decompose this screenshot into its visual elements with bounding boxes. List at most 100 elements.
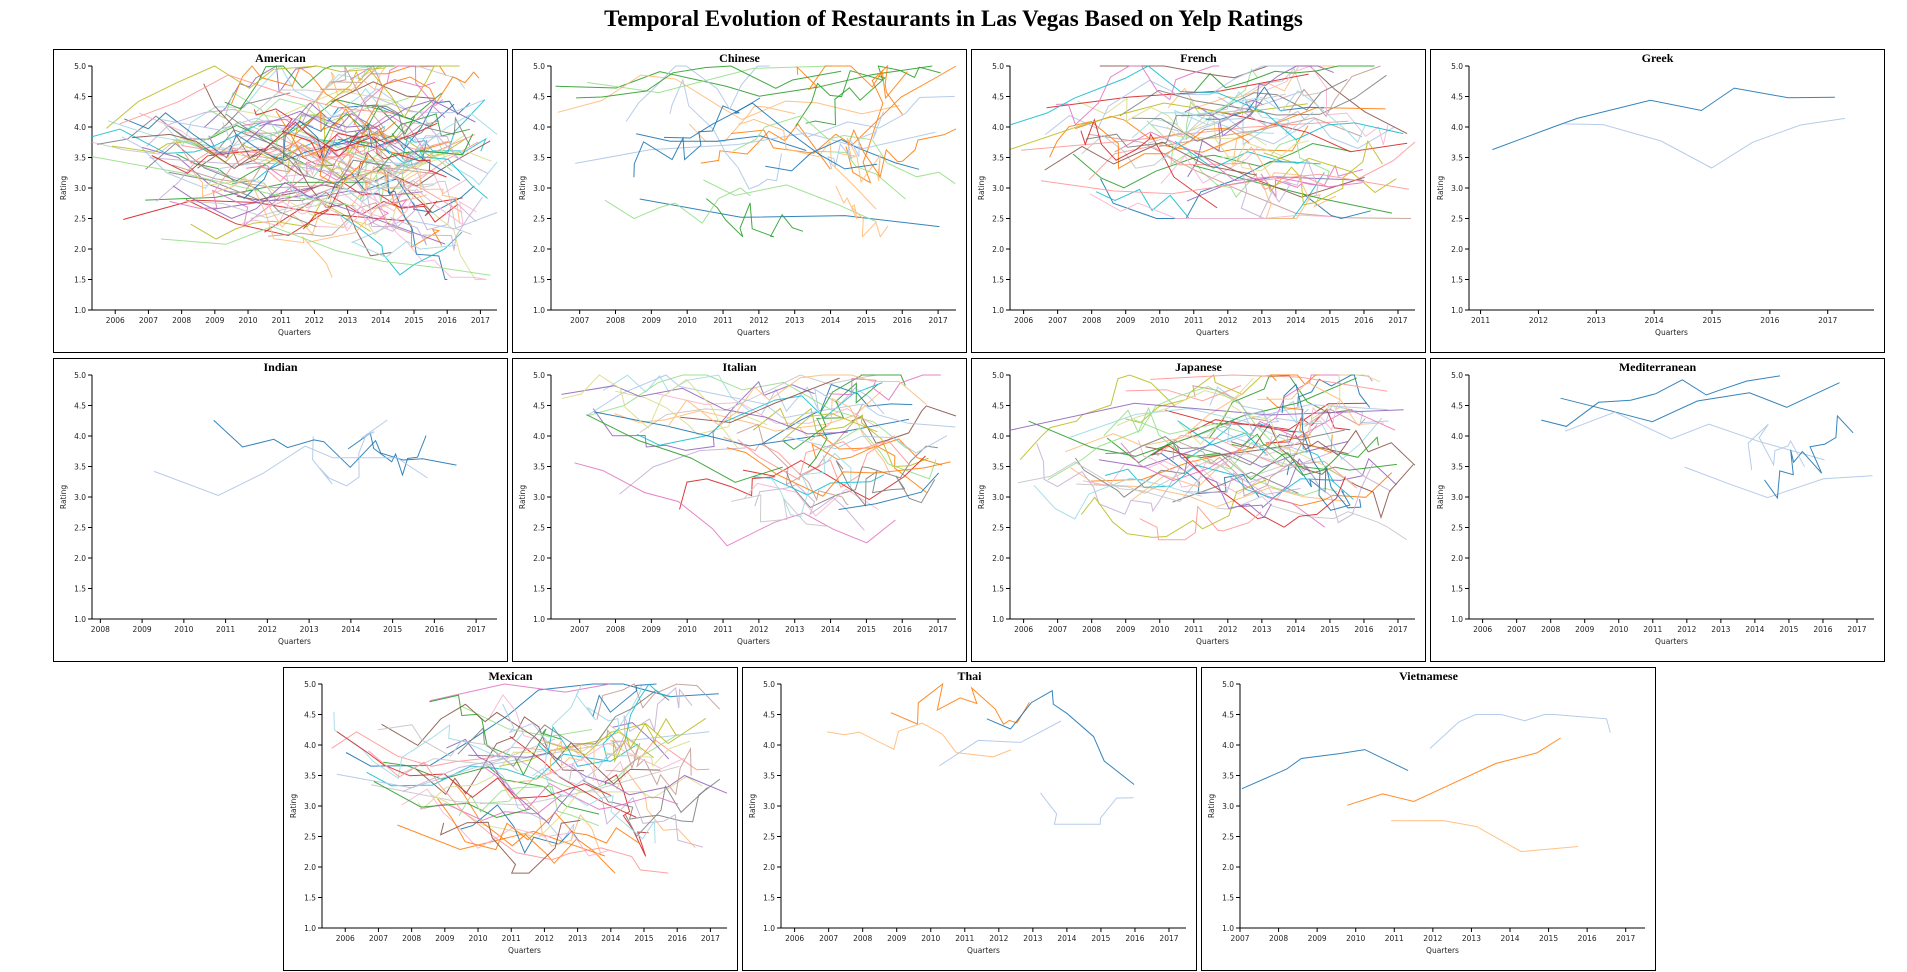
y-tick-label: 1.0 [992, 306, 1004, 315]
series-line [91, 156, 357, 207]
series-line [1137, 440, 1247, 488]
series-line [1104, 464, 1354, 500]
series-line [315, 185, 477, 230]
x-tick-label: 2017 [1388, 316, 1407, 325]
chart-title: Mediterranean [1619, 360, 1697, 374]
x-tick-label: 2009 [1575, 625, 1594, 634]
chart-title: Greek [1642, 51, 1674, 65]
series-line [782, 413, 878, 441]
x-tick-label: 2015 [1091, 934, 1110, 943]
x-tick-label: 2006 [106, 316, 125, 325]
y-axis-label: Rating [977, 485, 986, 509]
series-line [602, 374, 753, 413]
series-group [153, 419, 457, 497]
series-line [1347, 737, 1561, 806]
x-tick-label: 2017 [1159, 934, 1178, 943]
series-line [1017, 453, 1315, 503]
y-axis-label: Rating [977, 176, 986, 200]
y-tick-label: 4.5 [1451, 402, 1463, 411]
series-line [1055, 65, 1220, 126]
series-line [188, 167, 333, 278]
series-line [1304, 408, 1366, 427]
chart-svg: American 1.0 1.5 2.0 2.5 3.0 3.5 4.0 4.5 5.0 2006 2… [59, 51, 498, 337]
chart-title: Thai [957, 669, 982, 683]
series-line [236, 140, 491, 201]
series-line [468, 752, 728, 796]
series-line [1040, 792, 1134, 825]
x-tick-label: 2013 [1252, 625, 1271, 634]
series-line [285, 113, 498, 203]
series-line [765, 139, 920, 172]
series-line [250, 183, 434, 219]
series-line [1564, 117, 1846, 169]
x-axis-label: Quarters [737, 637, 770, 646]
series-line [1266, 396, 1333, 454]
series-line [483, 766, 679, 811]
series-line [561, 374, 739, 450]
series-line [782, 374, 906, 450]
series-line [371, 765, 680, 806]
series-line [1156, 434, 1357, 489]
x-axis-label: Quarters [278, 328, 311, 337]
series-line [610, 739, 710, 771]
series-line [731, 494, 829, 527]
series-line [1564, 411, 1825, 461]
series-line [794, 95, 955, 138]
y-tick-label: 3.5 [1451, 463, 1463, 472]
y-tick-label: 4.5 [74, 402, 86, 411]
y-tick-label: 2.0 [1451, 245, 1463, 254]
chart-panel-thai: Thai 1.0 1.5 2.0 2.5 3.0 3.5 4.0 4.5 5.0 2006 2007 2… [742, 667, 1197, 971]
x-tick-label: 2013 [785, 625, 804, 634]
chart-panel-chinese: Chinese 1.0 1.5 2.0 2.5 3.0 3.5 4.0 4.5 5.0 2007 20… [512, 49, 967, 353]
series-line [315, 65, 387, 120]
chart-panel-mediterranean: Mediterranean 1.0 1.5 2.0 2.5 3.0 3.5 4.0 4.5 5.0… [1430, 358, 1885, 662]
y-tick-label: 1.0 [763, 924, 775, 933]
series-line [213, 419, 457, 469]
x-tick-label: 2016 [1354, 625, 1373, 634]
x-tick-label: 2008 [606, 316, 625, 325]
y-tick-label: 3.0 [533, 493, 545, 502]
y-tick-label: 5.0 [992, 371, 1004, 380]
x-tick-label: 2011 [1184, 625, 1203, 634]
x-tick-label: 2016 [1354, 316, 1373, 325]
series-line [828, 374, 941, 401]
series-line [450, 778, 616, 874]
x-tick-label: 2007 [139, 316, 158, 325]
series-line [208, 102, 428, 164]
y-tick-label: 2.0 [533, 554, 545, 563]
series-line [1242, 67, 1322, 116]
y-tick-label: 4.5 [304, 711, 316, 720]
x-tick-label: 2011 [713, 316, 732, 325]
chart-panel-indian: Indian 1.0 1.5 2.0 2.5 3.0 3.5 4.0 4.5 5.0 2008 200… [53, 358, 508, 662]
series-line [1764, 414, 1854, 500]
x-tick-label: 2011 [272, 316, 291, 325]
series-line [1125, 385, 1242, 402]
series-line [537, 725, 620, 767]
series-line [1192, 164, 1393, 214]
series-line [1264, 400, 1339, 456]
y-tick-label: 3.0 [533, 184, 545, 193]
x-tick-label: 2015 [857, 316, 876, 325]
y-axis-label: Rating [518, 176, 527, 200]
series-line [1271, 138, 1330, 181]
y-tick-label: 2.0 [533, 245, 545, 254]
series-group [91, 65, 498, 281]
x-tick-label: 2008 [853, 934, 872, 943]
x-tick-label: 2010 [468, 934, 487, 943]
x-tick-label: 2011 [955, 934, 974, 943]
y-tick-label: 5.0 [1451, 371, 1463, 380]
series-line [1177, 420, 1268, 456]
y-tick-label: 3.5 [992, 154, 1004, 163]
y-axis-label: Rating [1436, 176, 1445, 200]
y-tick-label: 2.5 [304, 833, 316, 842]
series-line [1028, 377, 1357, 457]
x-tick-label: 2017 [1847, 625, 1866, 634]
series-line [1684, 466, 1873, 499]
y-tick-label: 4.5 [533, 402, 545, 411]
y-tick-label: 2.0 [763, 863, 775, 872]
y-tick-label: 1.5 [1451, 276, 1463, 285]
x-tick-label: 2014 [1500, 934, 1519, 943]
series-line [499, 731, 654, 767]
y-tick-label: 3.0 [992, 493, 1004, 502]
series-line [190, 201, 371, 240]
